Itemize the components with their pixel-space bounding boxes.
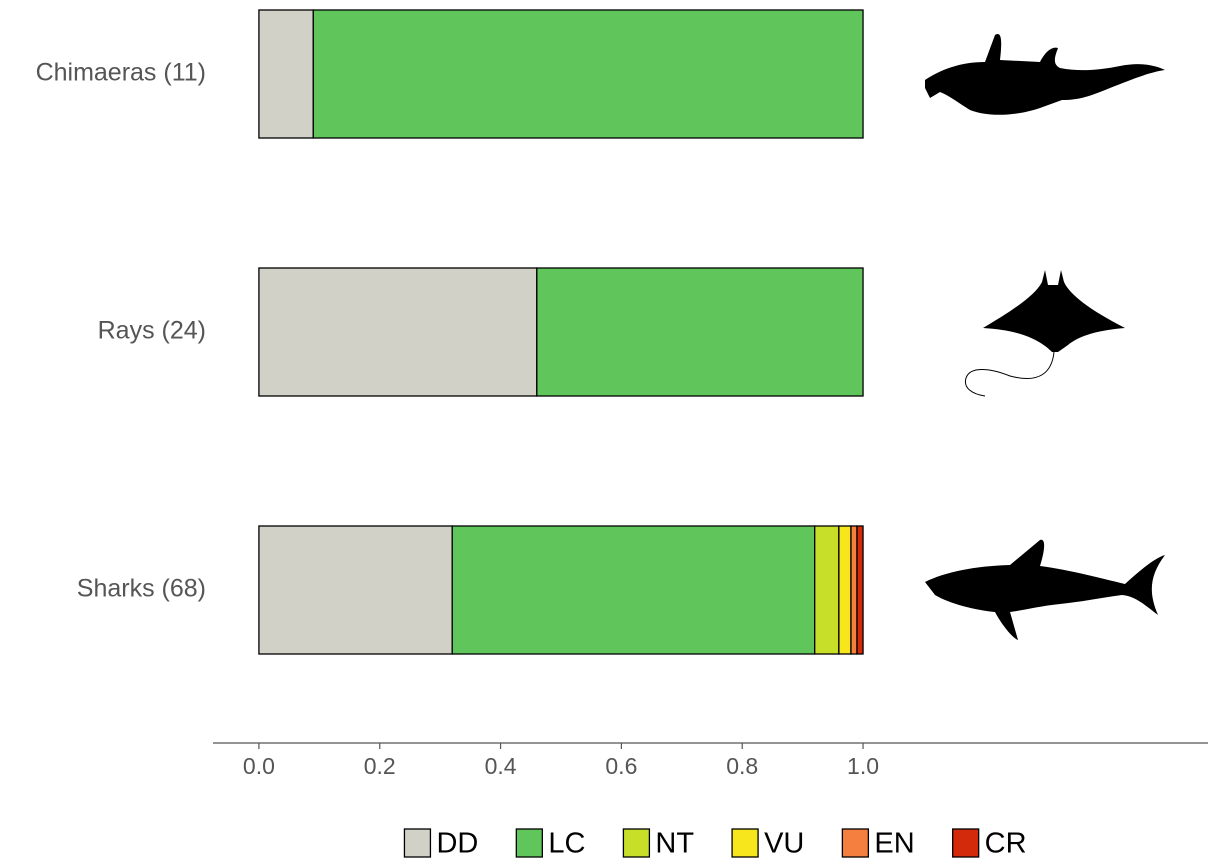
legend-label: VU [764, 828, 804, 860]
legend-swatch [953, 829, 979, 857]
bar-segment [537, 268, 863, 396]
x-tick-label: 0.0 [243, 753, 275, 779]
chimaera-silhouette [925, 34, 1165, 115]
legend-swatch [732, 829, 758, 857]
shark-silhouette [925, 540, 1165, 640]
bar-segment [839, 526, 851, 654]
legend-label: NT [655, 828, 694, 860]
bar-segment [259, 526, 452, 654]
bar-segment [313, 10, 863, 138]
x-tick-label: 0.8 [726, 753, 758, 779]
chart: DD LC NT VU EN CR 0.0 0.2 0.4 0.6 0.8 1.0 Chimaeras… [0, 0, 1208, 865]
legend-swatch [623, 829, 649, 857]
ray-silhouette [965, 270, 1125, 396]
page: {"chart_data": { "type": "stacked-barh",… [0, 0, 1208, 865]
bar-segment [857, 526, 863, 654]
legend-swatch [842, 829, 868, 857]
category-label: Chimaeras (11) [36, 59, 206, 87]
bar-segment [452, 526, 814, 654]
legend-label: LC [548, 828, 585, 860]
legend-label: EN [874, 828, 914, 860]
bar-segment [259, 10, 313, 138]
legend-swatch [404, 829, 430, 857]
x-tick-label: 0.6 [605, 753, 637, 779]
category-label: Rays (24) [98, 317, 206, 345]
bar-segment [259, 268, 537, 396]
legend-label: DD [436, 828, 478, 860]
legend: DD LC NT VU EN CR [404, 828, 1026, 860]
x-tick-label: 1.0 [847, 753, 879, 779]
bar-segment [851, 526, 857, 654]
legend-swatch [516, 829, 542, 857]
category-label: Sharks (68) [77, 575, 206, 603]
x-tick-label: 0.4 [485, 753, 517, 779]
bar-segment [815, 526, 839, 654]
x-tick-label: 0.2 [364, 753, 396, 779]
legend-label: CR [985, 828, 1027, 860]
